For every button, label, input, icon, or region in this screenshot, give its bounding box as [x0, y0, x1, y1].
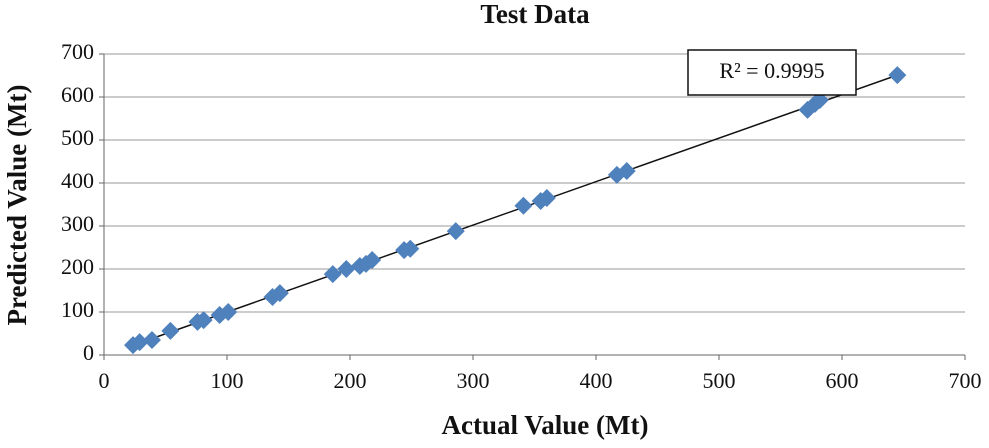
x-tick-label: 200 — [334, 368, 367, 393]
x-tick-label: 500 — [703, 368, 736, 393]
y-tick-label: 0 — [83, 340, 94, 365]
y-tick-label: 700 — [61, 39, 94, 64]
annotation: R² = 0.9995 — [719, 58, 824, 83]
point — [194, 311, 213, 330]
x-axis-label: Actual Value (Mt) — [442, 410, 649, 440]
x-tick-label: 300 — [457, 368, 490, 393]
point — [323, 265, 342, 284]
x-tick-label: 600 — [826, 368, 859, 393]
point — [142, 330, 161, 349]
point — [219, 303, 238, 321]
annotation-box — [687, 49, 857, 96]
x-tick-label: 0 — [99, 368, 110, 393]
point — [446, 222, 465, 241]
x-tick-label: 100 — [211, 368, 244, 393]
y-tick-label: 200 — [61, 254, 94, 279]
point — [161, 321, 180, 340]
point — [270, 284, 289, 303]
y-tick-label: 600 — [61, 82, 94, 107]
y-tick-label: 500 — [61, 125, 94, 150]
y-axis-label: Predicted Value (Mt) — [2, 85, 32, 326]
x-tick-label: 700 — [949, 368, 982, 393]
y-tick-label: 400 — [61, 168, 94, 193]
x-tick-label: 400 — [580, 368, 613, 393]
point — [401, 239, 420, 258]
trendline — [132, 74, 898, 346]
point — [617, 161, 636, 180]
point — [888, 66, 907, 85]
chart-title: Test Data — [480, 0, 590, 29]
point — [337, 260, 356, 278]
y-tick-label: 300 — [61, 211, 94, 236]
y-tick-label: 100 — [61, 297, 94, 322]
point — [363, 250, 382, 269]
point — [130, 333, 149, 352]
point — [537, 189, 556, 208]
point — [514, 196, 533, 215]
